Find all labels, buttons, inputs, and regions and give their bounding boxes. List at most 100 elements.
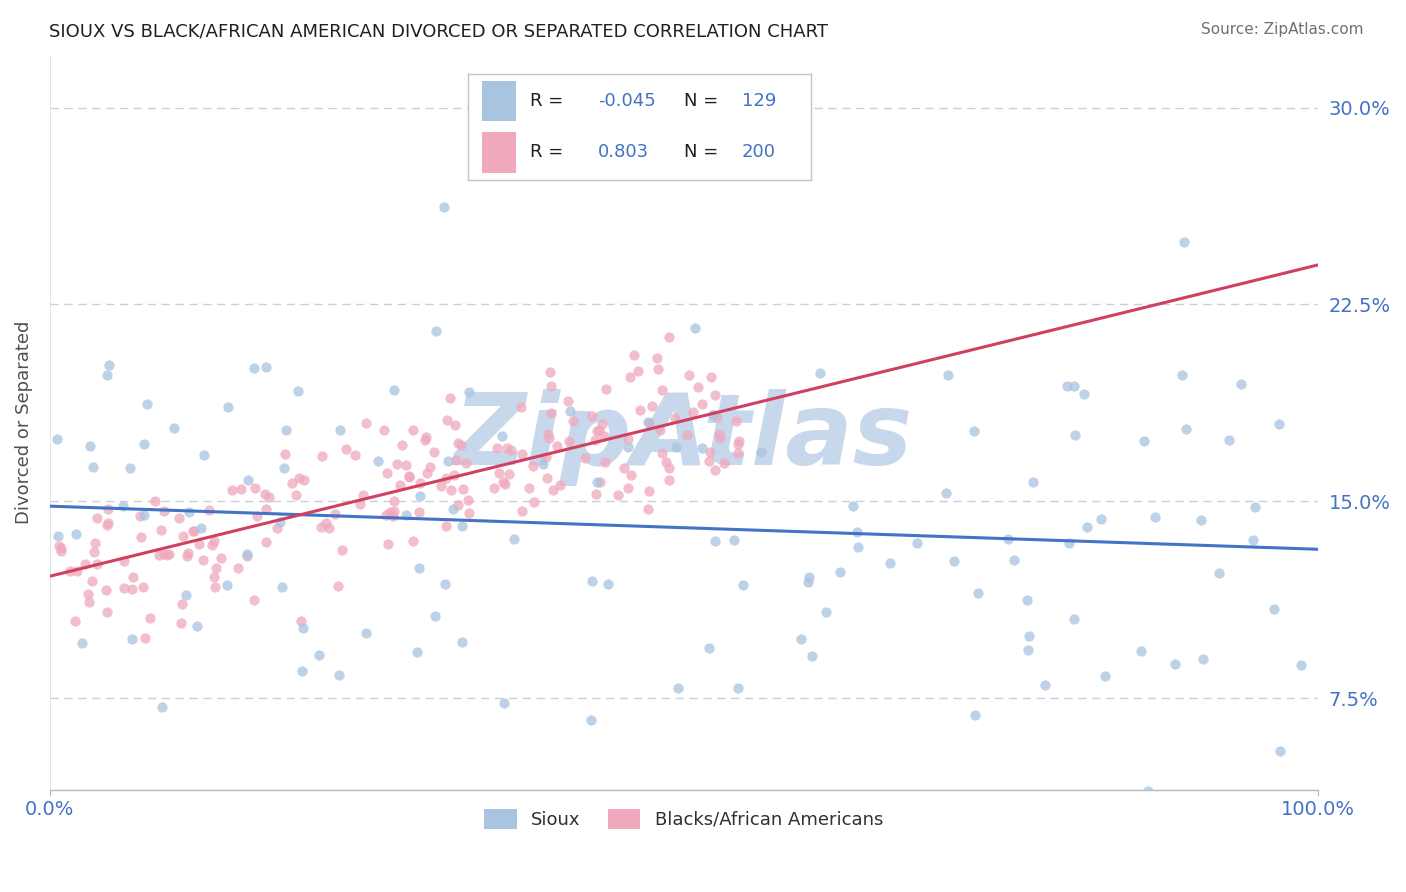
Point [697,640,720,655]
Point [97,502,120,516]
Point [697,454,720,468]
Point [637,484,659,499]
Point [134,437,156,451]
Point [132,508,155,522]
Point [446,453,468,467]
Point [842,500,865,514]
Point [354,626,377,640]
Point [658,461,681,475]
Point [269,516,291,530]
Point [112,553,135,567]
Point [236,547,259,561]
Point [637,417,659,431]
Point [675,428,697,442]
Point [377,537,399,551]
Point [274,447,297,461]
Point [121,632,143,646]
Point [172,597,194,611]
Point [318,521,340,535]
Point [79,439,101,453]
Point [523,495,546,509]
Point [814,605,837,619]
Point [367,454,389,468]
Point [221,483,243,497]
Point [434,518,457,533]
Point [562,414,585,428]
Point [997,532,1019,546]
Point [437,454,460,468]
Point [408,561,430,575]
Point [589,475,612,490]
Point [181,524,204,538]
Point [328,667,350,681]
Point [86,511,108,525]
Point [447,436,470,450]
Point [1076,519,1098,533]
Point [86,557,108,571]
Point [385,457,408,471]
Point [156,548,179,562]
Point [548,478,571,492]
Point [457,492,479,507]
Point [797,574,820,589]
Point [308,648,330,662]
Point [330,543,353,558]
Point [963,707,986,722]
Point [70,636,93,650]
Point [457,506,479,520]
Point [1244,500,1267,515]
Point [499,442,522,457]
Point [190,521,212,535]
Point [531,457,554,471]
Point [702,408,724,422]
Point [425,324,447,338]
Point [254,502,277,516]
Point [292,473,315,487]
Point [281,475,304,490]
Point [450,437,472,451]
Point [583,433,606,447]
Point [593,455,616,469]
Point [169,510,191,524]
Point [492,475,515,490]
Point [655,455,678,469]
Point [97,358,120,372]
Point [436,413,458,427]
Point [484,481,506,495]
Point [596,576,619,591]
Point [723,533,745,548]
Point [581,713,603,727]
Point [557,393,579,408]
Point [382,509,405,524]
Point [585,487,607,501]
Point [619,370,641,384]
Point [112,500,135,514]
Point [692,397,714,411]
Point [700,370,723,384]
Point [498,467,520,482]
Point [246,509,269,524]
Point [94,582,117,597]
Point [665,440,688,454]
Point [1021,475,1043,490]
Text: Source: ZipAtlas.com: Source: ZipAtlas.com [1201,22,1364,37]
Point [215,577,238,591]
Point [335,442,357,456]
Point [290,615,312,629]
Point [458,384,481,399]
Point [510,504,533,518]
Text: SIOUX VS BLACK/AFRICAN AMERICAN DIVORCED OR SEPARATED CORRELATION CHART: SIOUX VS BLACK/AFRICAN AMERICAN DIVORCED… [49,22,828,40]
Point [150,699,173,714]
Point [121,582,143,597]
Point [193,448,215,462]
Point [423,444,446,458]
Y-axis label: Divorced or Separated: Divorced or Separated [15,321,32,524]
Point [439,392,461,406]
Point [1191,651,1213,665]
Point [485,441,508,455]
Point [375,466,398,480]
Point [595,382,617,396]
Point [540,406,562,420]
Point [242,593,264,607]
Point [546,439,568,453]
